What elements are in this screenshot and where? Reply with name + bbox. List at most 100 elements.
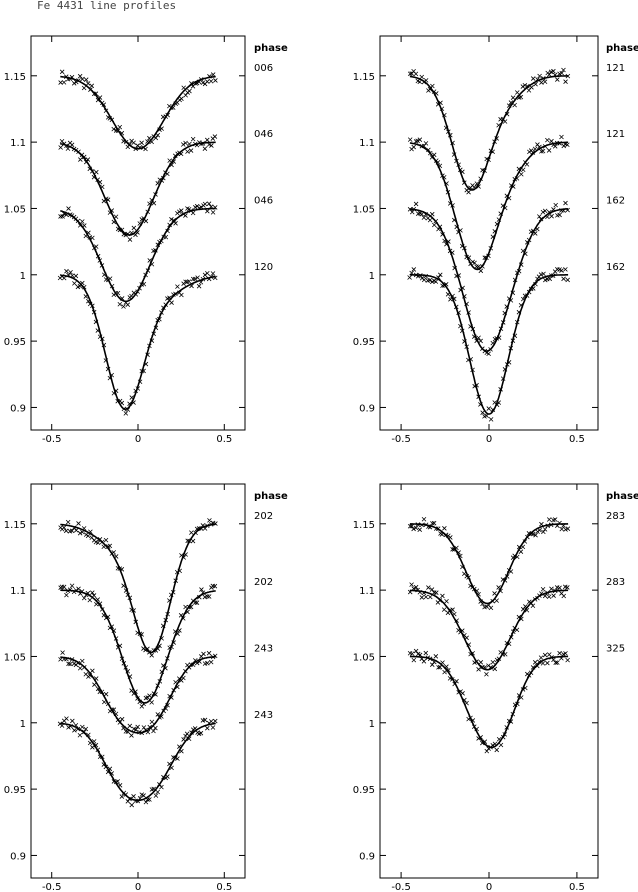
data-point: [530, 603, 536, 609]
data-point: [539, 149, 544, 154]
data-point: [518, 549, 524, 554]
phase-header: phase: [254, 491, 288, 502]
data-point: [520, 296, 526, 302]
data-point: [64, 592, 69, 598]
data-point: [552, 72, 558, 78]
data-point: [506, 103, 512, 108]
x-tick-label: 0: [135, 882, 141, 892]
data-point: [101, 102, 107, 107]
data-point: [111, 292, 117, 298]
data-point: [125, 729, 131, 734]
data-point: [78, 157, 83, 162]
data-point: [421, 277, 427, 283]
data-point: [407, 275, 412, 280]
data-point: [181, 675, 186, 681]
data-point: [565, 526, 571, 531]
data-point: [186, 279, 192, 284]
data-point: [111, 550, 117, 555]
data-point: [85, 533, 91, 539]
data-point: [109, 771, 115, 776]
data-point: [433, 91, 439, 96]
data-point: [65, 519, 71, 525]
data-point: [183, 279, 188, 285]
data-point: [105, 769, 111, 775]
data-point: [157, 316, 162, 322]
data-point: [113, 290, 119, 296]
data-point: [73, 273, 79, 279]
data-point: [502, 205, 508, 211]
data-point: [445, 292, 451, 297]
data-point: [149, 653, 154, 658]
data-point: [167, 761, 172, 767]
data-point: [451, 547, 457, 552]
data-point: [498, 326, 504, 332]
data-point: [81, 284, 87, 290]
data-point: [76, 586, 81, 592]
data-point: [157, 679, 163, 684]
data-point: [178, 151, 184, 157]
data-point: [559, 134, 564, 140]
data-point: [537, 144, 542, 150]
data-point: [464, 635, 469, 641]
data-point: [484, 748, 490, 754]
data-point: [180, 142, 186, 147]
data-point: [135, 230, 140, 235]
data-point: [109, 117, 115, 123]
data-point: [147, 797, 152, 802]
data-point: [421, 516, 427, 522]
data-point: [458, 228, 463, 233]
data-point: [153, 692, 158, 697]
data-point: [213, 521, 218, 526]
data-point: [470, 326, 476, 332]
data-point: [518, 262, 524, 267]
data-point: [476, 394, 481, 400]
phase-label: 325: [606, 643, 625, 654]
data-point: [458, 323, 463, 329]
data-point: [417, 137, 423, 142]
observed-points: [407, 134, 570, 274]
data-point: [89, 590, 95, 595]
data-point: [563, 267, 568, 272]
data-point: [187, 141, 192, 147]
data-point: [515, 701, 520, 707]
data-point: [504, 725, 510, 730]
data-point: [516, 166, 522, 172]
data-point: [545, 523, 550, 529]
data-point: [81, 729, 87, 735]
data-point: [113, 554, 119, 559]
y-tick-label: 1.1: [10, 138, 26, 149]
data-point: [411, 657, 417, 663]
data-point: [480, 740, 485, 746]
data-point: [131, 140, 136, 146]
data-point: [133, 619, 139, 625]
data-point: [169, 695, 174, 700]
data-point: [474, 181, 480, 186]
data-point: [91, 309, 97, 315]
data-point: [496, 736, 502, 742]
data-point: [69, 583, 75, 589]
data-point: [121, 583, 126, 588]
data-point: [490, 234, 496, 240]
data-point: [423, 650, 429, 656]
data-point: [99, 263, 105, 268]
data-point: [153, 325, 159, 331]
data-point: [66, 661, 71, 667]
data-point: [204, 137, 210, 143]
data-point: [472, 586, 477, 592]
data-point: [542, 208, 548, 214]
data-point: [559, 655, 564, 661]
data-point: [537, 214, 542, 219]
data-point: [427, 86, 433, 92]
data-point: [431, 659, 437, 665]
y-tick-label: 1: [369, 719, 375, 730]
data-point: [186, 736, 192, 742]
data-point: [417, 527, 423, 532]
data-point: [127, 796, 132, 802]
data-point: [522, 539, 528, 544]
data-point: [139, 632, 144, 637]
profile-curve: [409, 75, 569, 191]
data-point: [147, 650, 152, 655]
data-point: [441, 174, 447, 180]
data-point: [163, 665, 168, 671]
data-point: [533, 281, 538, 287]
